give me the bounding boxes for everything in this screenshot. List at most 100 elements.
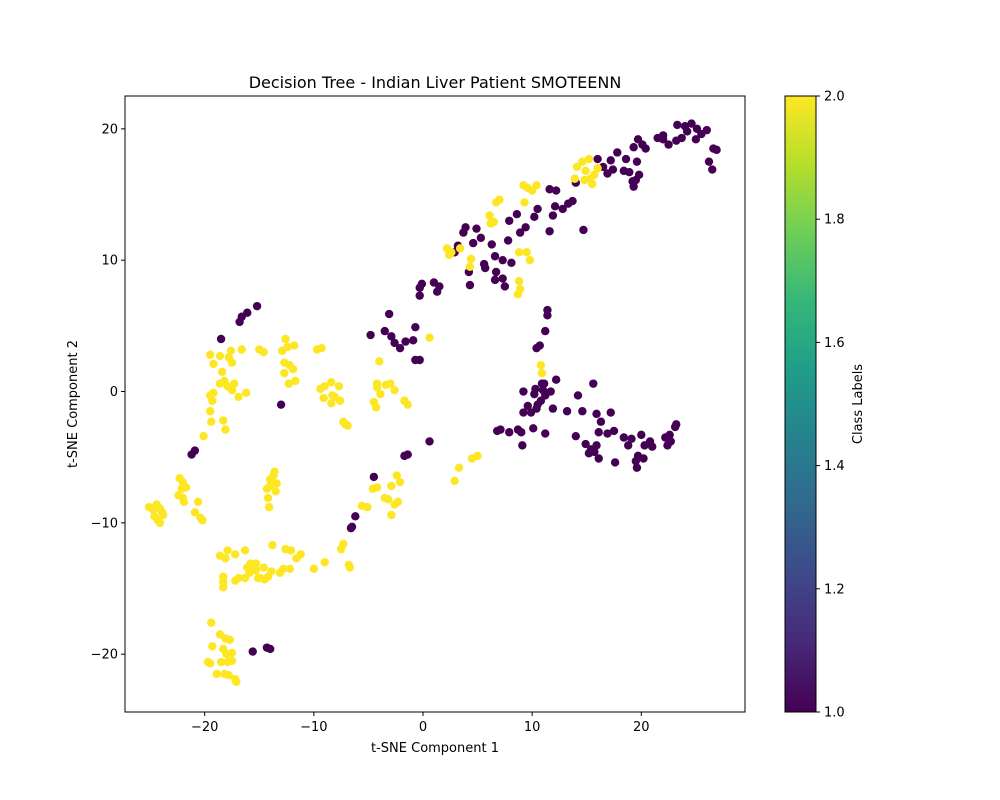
scatter-point — [289, 341, 299, 350]
scatter-point — [217, 367, 227, 377]
scatter-point — [697, 129, 706, 139]
scatter-point — [175, 474, 184, 483]
scatter-point — [537, 368, 547, 378]
scatter-point — [232, 677, 241, 686]
scatter-point — [203, 657, 213, 667]
x-axis-label: t-SNE Component 1 — [371, 741, 499, 756]
scatter-point — [216, 657, 226, 667]
scatter-point — [223, 546, 232, 555]
x-tick-label: 0 — [419, 720, 427, 735]
scatter-point — [390, 386, 399, 395]
scatter-point — [589, 379, 598, 388]
colorbar-tick-label: 2.0 — [824, 90, 845, 105]
x-tick-label: 20 — [633, 720, 650, 735]
scatter-point — [216, 334, 226, 344]
scatter-point — [512, 210, 522, 219]
scatter-point — [507, 258, 516, 268]
scatter-point — [455, 244, 465, 253]
scatter-point — [190, 508, 200, 517]
scatter-point — [525, 255, 535, 265]
scatter-point — [578, 157, 587, 166]
scatter-point — [619, 433, 629, 442]
scatter-point — [498, 274, 507, 283]
scatter-point — [248, 647, 257, 656]
scatter-point — [265, 475, 275, 484]
scatter-point — [317, 343, 326, 353]
scatter-point — [608, 165, 618, 174]
scatter-point — [581, 166, 590, 176]
scatter-point — [212, 669, 221, 679]
scatter-point — [682, 127, 692, 136]
scatter-point — [425, 333, 434, 342]
scatter-point — [505, 428, 514, 437]
scatter-point — [386, 379, 395, 388]
scatter-point — [666, 437, 675, 446]
scatter-point — [425, 437, 434, 446]
scatter-point — [288, 364, 298, 374]
scatter-point — [387, 481, 396, 491]
scatter-point — [481, 263, 490, 273]
scatter-point — [227, 358, 237, 367]
scatter-point — [208, 642, 217, 651]
scatter-point — [281, 334, 290, 344]
scatter-point — [248, 565, 257, 575]
scatter-point — [224, 671, 233, 680]
scatter-point — [664, 140, 673, 149]
colorbar-tick-label: 1.6 — [824, 336, 845, 351]
scatter-point — [634, 170, 644, 180]
scatter-point — [205, 350, 215, 359]
scatter-point — [573, 391, 583, 400]
scatter-point — [415, 355, 424, 365]
scatter-point — [500, 282, 510, 291]
scatter-point — [207, 417, 216, 426]
scatter-point — [286, 546, 296, 555]
scatter-point — [587, 179, 597, 189]
scatter-point — [271, 487, 280, 496]
scatter-point — [187, 450, 196, 459]
scatter-point — [327, 378, 336, 387]
scatter-point — [207, 618, 216, 627]
scatter-point — [393, 497, 403, 507]
scatter-point — [392, 471, 401, 480]
scatter-point — [267, 567, 276, 576]
scatter-point — [262, 484, 272, 493]
scatter-point — [536, 361, 546, 370]
scatter-point — [270, 467, 279, 476]
scatter-point — [465, 262, 475, 271]
scatter-point — [493, 426, 502, 436]
scatter-point — [593, 164, 602, 173]
scatter-point — [590, 170, 599, 180]
scatter-point — [532, 181, 541, 190]
scatter-point — [240, 546, 250, 555]
scatter-point — [264, 502, 274, 512]
scatter-point — [672, 136, 681, 145]
scatter-point — [592, 409, 601, 419]
scatter-point — [466, 254, 476, 264]
scatter-point — [546, 387, 555, 396]
scatter-point — [514, 276, 524, 286]
scatter-point — [375, 357, 384, 366]
scatter-point — [442, 244, 452, 253]
scatter-point — [403, 400, 412, 409]
scatter-point — [234, 573, 243, 583]
scatter-point — [316, 384, 325, 394]
y-tick-label: 10 — [101, 254, 118, 269]
scatter-point — [366, 330, 375, 340]
scatter-point — [691, 135, 701, 144]
scatter-point — [621, 154, 631, 164]
scatter-point — [198, 516, 207, 525]
scatter-point — [491, 267, 501, 277]
scatter-point — [155, 518, 165, 528]
scatter-point — [603, 429, 612, 438]
scatter-point — [590, 447, 599, 457]
scatter-point — [363, 502, 372, 512]
scatter-point — [513, 290, 523, 299]
scatter-point — [351, 512, 360, 521]
scatter-point — [401, 337, 410, 346]
scatter-point — [272, 479, 281, 488]
scatter-point — [226, 346, 236, 356]
scatter-point — [268, 540, 277, 550]
scatter-point — [579, 225, 588, 235]
scatter-point — [387, 332, 396, 341]
scatter-point — [279, 564, 288, 574]
